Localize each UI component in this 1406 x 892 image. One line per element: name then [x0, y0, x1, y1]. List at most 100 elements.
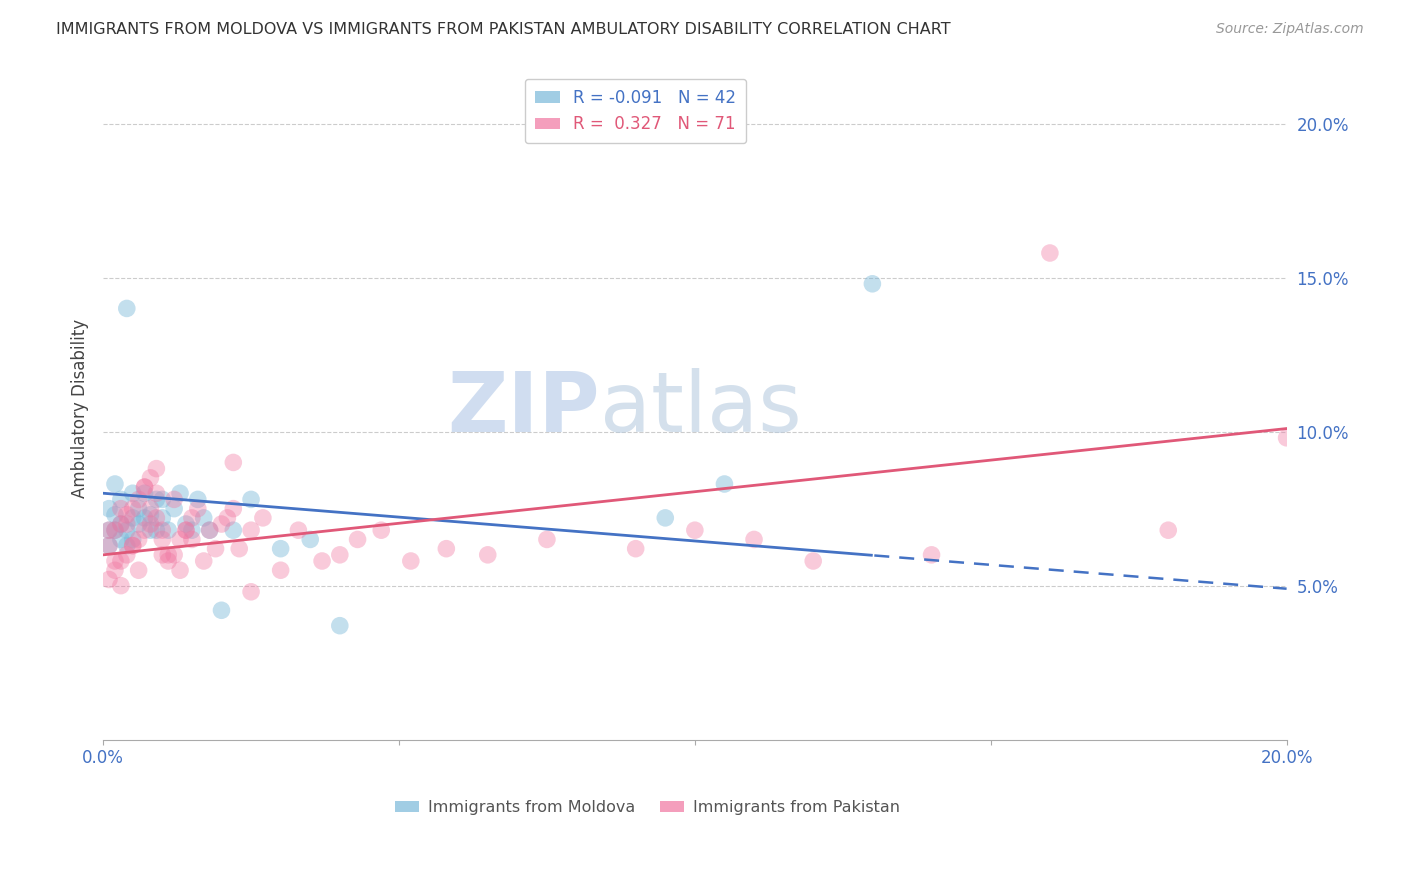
Point	[169, 563, 191, 577]
Point	[742, 533, 765, 547]
Point	[150, 492, 173, 507]
Point	[98, 501, 121, 516]
Point	[128, 533, 150, 547]
Point	[252, 511, 274, 525]
Point	[169, 533, 191, 547]
Point	[1275, 431, 1298, 445]
Point	[157, 554, 180, 568]
Point	[211, 603, 233, 617]
Point	[139, 516, 162, 531]
Text: IMMIGRANTS FROM MOLDOVA VS IMMIGRANTS FROM PAKISTAN AMBULATORY DISABILITY CORREL: IMMIGRANTS FROM MOLDOVA VS IMMIGRANTS FR…	[56, 22, 950, 37]
Point	[98, 539, 121, 553]
Point	[163, 492, 186, 507]
Point	[115, 548, 138, 562]
Point	[98, 539, 121, 553]
Point	[193, 554, 215, 568]
Point	[145, 523, 167, 537]
Point	[128, 516, 150, 531]
Point	[211, 516, 233, 531]
Point	[163, 548, 186, 562]
Point	[104, 563, 127, 577]
Point	[270, 541, 292, 556]
Point	[98, 523, 121, 537]
Point	[139, 508, 162, 522]
Point	[121, 533, 143, 547]
Point	[860, 277, 883, 291]
Point	[399, 554, 422, 568]
Point	[110, 554, 132, 568]
Point	[299, 533, 322, 547]
Point	[121, 486, 143, 500]
Point	[193, 511, 215, 525]
Point	[115, 301, 138, 316]
Point	[115, 539, 138, 553]
Point	[115, 523, 138, 537]
Point	[121, 511, 143, 525]
Point	[98, 523, 121, 537]
Text: Source: ZipAtlas.com: Source: ZipAtlas.com	[1216, 22, 1364, 37]
Text: atlas: atlas	[600, 368, 801, 449]
Point	[204, 541, 226, 556]
Point	[128, 563, 150, 577]
Point	[713, 477, 735, 491]
Point	[110, 492, 132, 507]
Point	[180, 533, 202, 547]
Point	[150, 548, 173, 562]
Point	[370, 523, 392, 537]
Point	[110, 579, 132, 593]
Point	[187, 492, 209, 507]
Point	[134, 486, 156, 500]
Point	[110, 516, 132, 531]
Point	[145, 492, 167, 507]
Point	[139, 471, 162, 485]
Point	[683, 523, 706, 537]
Y-axis label: Ambulatory Disability: Ambulatory Disability	[72, 319, 89, 498]
Point	[110, 533, 132, 547]
Point	[163, 501, 186, 516]
Point	[198, 523, 221, 537]
Point	[240, 584, 263, 599]
Point	[174, 523, 197, 537]
Point	[128, 492, 150, 507]
Point	[134, 480, 156, 494]
Point	[217, 511, 239, 525]
Point	[222, 455, 245, 469]
Point	[198, 523, 221, 537]
Point	[240, 523, 263, 537]
Point	[654, 511, 676, 525]
Legend: Immigrants from Moldova, Immigrants from Pakistan: Immigrants from Moldova, Immigrants from…	[388, 794, 907, 822]
Point	[329, 618, 352, 632]
Point	[180, 511, 202, 525]
Point	[228, 541, 250, 556]
Point	[150, 533, 173, 547]
Point	[180, 523, 202, 537]
Point	[145, 511, 167, 525]
Point	[150, 511, 173, 525]
Point	[624, 541, 647, 556]
Point	[921, 548, 943, 562]
Point	[139, 501, 162, 516]
Point	[104, 477, 127, 491]
Point	[115, 508, 138, 522]
Point	[157, 523, 180, 537]
Point	[121, 539, 143, 553]
Point	[174, 523, 197, 537]
Point	[98, 573, 121, 587]
Point	[134, 523, 156, 537]
Point	[1039, 246, 1062, 260]
Point	[157, 548, 180, 562]
Point	[174, 516, 197, 531]
Point	[110, 516, 132, 531]
Point	[329, 548, 352, 562]
Point	[128, 501, 150, 516]
Point	[104, 508, 127, 522]
Point	[134, 511, 156, 525]
Point	[134, 480, 156, 494]
Point	[346, 533, 368, 547]
Point	[121, 539, 143, 553]
Point	[121, 501, 143, 516]
Point	[104, 554, 127, 568]
Point	[477, 548, 499, 562]
Point	[801, 554, 824, 568]
Point	[270, 563, 292, 577]
